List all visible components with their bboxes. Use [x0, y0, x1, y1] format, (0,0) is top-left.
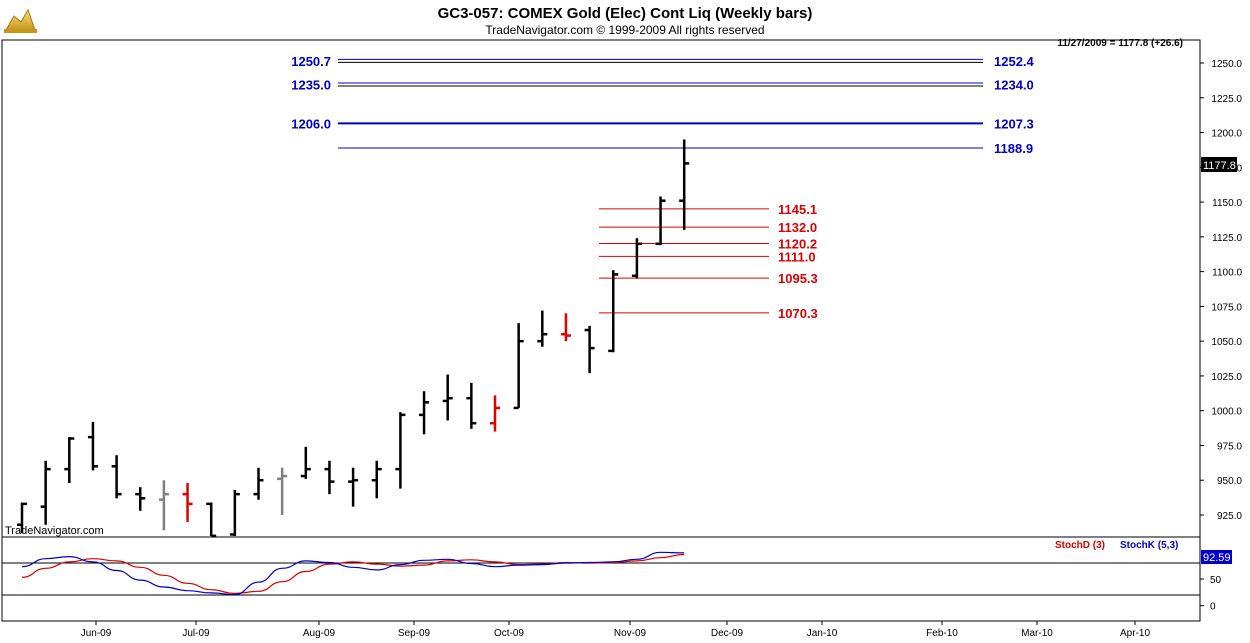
ohlc-bar — [655, 196, 666, 246]
y-tick-label: 975.0 — [1217, 441, 1242, 452]
y-tick-label: 1050.0 — [1211, 337, 1242, 348]
ohlc-bar — [64, 437, 75, 484]
y-tick-label: 1000.0 — [1211, 407, 1242, 418]
y-tick-label: 1125.0 — [1212, 233, 1242, 244]
stoch-k-line — [21, 551, 685, 596]
ohlc-bar — [300, 446, 311, 479]
x-tick-label: Oct-09 — [494, 628, 524, 639]
stoch-k-legend: StochK (5,3) — [1120, 540, 1178, 551]
y-tick-label: 1150.0 — [1212, 198, 1242, 209]
resistance-left-label: 1235.0 — [291, 78, 331, 93]
last-quote: 11/27/2009 = 1177.8 (+26.6) — [1057, 38, 1183, 49]
ohlc-bar — [490, 395, 500, 432]
osc-y-tick-label: 0 — [1210, 602, 1216, 613]
ohlc-bar — [87, 421, 98, 471]
ohlc-bar — [419, 391, 430, 435]
ohlc-bar — [442, 374, 453, 421]
x-tick-label: Jul-09 — [182, 628, 210, 639]
chart-subtitle: TradeNavigator.com © 1999-2009 All right… — [485, 23, 764, 37]
osc-value-text: 92.59 — [1203, 552, 1231, 564]
x-tick-label: Dec-09 — [711, 628, 744, 639]
ohlc-bar — [324, 460, 335, 495]
resistance-left-label: 1250.7 — [291, 54, 331, 69]
ohlc-bar — [111, 455, 122, 499]
x-tick-label: Aug-09 — [303, 628, 336, 639]
x-tick-label: Feb-10 — [926, 628, 958, 639]
ohlc-bar — [371, 460, 382, 499]
ohlc-bar — [158, 480, 169, 531]
ohlc-bar — [253, 467, 264, 500]
logo-icon — [4, 8, 37, 33]
resistance-right-label: 1188.9 — [994, 141, 1033, 156]
x-tick-label: Jun-09 — [81, 628, 112, 639]
ohlc-bar — [537, 310, 548, 347]
support-label: 1095.3 — [778, 271, 818, 286]
ohlc-bar — [135, 487, 146, 511]
x-tick-label: Mar-10 — [1021, 628, 1053, 639]
support-label: 1111.0 — [778, 249, 816, 264]
resistance-right-label: 1234.0 — [994, 78, 1034, 93]
ohlc-bar — [631, 238, 642, 279]
ohlc-bar — [277, 467, 288, 515]
x-tick-label: Jan-10 — [807, 628, 838, 639]
support-label: 1132.0 — [778, 220, 817, 235]
x-tick-label: Sep-09 — [398, 628, 431, 639]
ohlc-bar — [182, 483, 193, 522]
osc-y-tick-label: 50 — [1210, 575, 1222, 586]
last-price-text: 1177.8 — [1203, 160, 1236, 172]
resistance-left-label: 1206.0 — [291, 116, 331, 131]
y-tick-label: 1200.0 — [1211, 129, 1242, 140]
price-panel — [1, 39, 1201, 538]
oscillator-panel — [1, 536, 1201, 622]
stoch-d-legend: StochD (3) — [1055, 540, 1105, 551]
chart-title: GC3-057: COMEX Gold (Elec) Cont Liq (Wee… — [438, 5, 813, 22]
ohlc-bar — [608, 270, 619, 353]
y-tick-label: 1250.0 — [1211, 59, 1242, 70]
resistance-right-label: 1252.4 — [994, 54, 1035, 69]
ohlc-bar — [679, 139, 690, 230]
x-tick-label: Nov-09 — [614, 628, 647, 639]
last-price-label: 1177.8 — [1201, 157, 1237, 172]
ohlc-bar — [348, 467, 359, 507]
y-tick-label: 950.0 — [1217, 476, 1242, 487]
y-tick-label: 1025.0 — [1211, 372, 1242, 383]
x-tick-label: Apr-10 — [1120, 628, 1150, 639]
support-label: 1120.2 — [778, 237, 817, 252]
osc-value-label: 92.59 — [1201, 550, 1232, 564]
stoch-d-line — [21, 553, 685, 595]
y-tick-label: 1100.0 — [1212, 268, 1242, 279]
support-label: 1145.1 — [778, 202, 817, 217]
ohlc-bar — [395, 412, 406, 489]
watermark: TradeNavigator.com — [5, 525, 104, 537]
ohlc-bar — [40, 460, 51, 525]
ohlc-bar — [206, 502, 217, 538]
resistance-right-label: 1207.3 — [994, 116, 1034, 131]
ohlc-bar — [584, 325, 595, 374]
ohlc-bar — [229, 489, 240, 536]
ohlc-bar — [17, 502, 27, 534]
y-tick-label: 1075.0 — [1211, 302, 1242, 313]
ohlc-bar — [513, 323, 524, 410]
support-label: 1070.3 — [778, 306, 818, 321]
y-tick-label: 925.0 — [1217, 511, 1242, 522]
y-tick-label: 1225.0 — [1211, 94, 1242, 105]
ohlc-bar — [560, 313, 571, 342]
ohlc-bar — [466, 382, 477, 429]
